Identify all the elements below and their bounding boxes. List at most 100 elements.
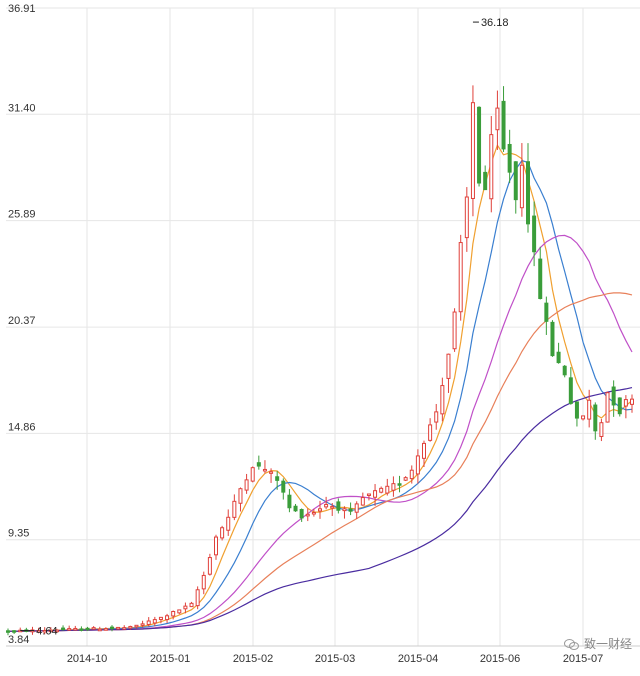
candle bbox=[171, 610, 176, 620]
candle bbox=[544, 296, 549, 335]
candle bbox=[434, 403, 439, 430]
candle bbox=[366, 493, 371, 501]
y-tick-label: 9.35 bbox=[8, 528, 29, 540]
candle bbox=[483, 165, 488, 191]
candle bbox=[562, 364, 567, 378]
candle bbox=[495, 90, 500, 150]
candle bbox=[409, 465, 414, 484]
watermark: 致一财经 bbox=[563, 635, 632, 652]
candle bbox=[342, 506, 347, 519]
candle bbox=[318, 500, 322, 519]
candle bbox=[232, 494, 237, 521]
candle-body bbox=[415, 455, 420, 475]
candle-body bbox=[61, 627, 66, 631]
candle bbox=[470, 85, 475, 217]
candle-body bbox=[177, 609, 182, 614]
grid bbox=[6, 7, 640, 647]
candle-body bbox=[519, 164, 524, 209]
candle bbox=[201, 571, 206, 595]
candle-body bbox=[587, 399, 592, 420]
candle-body bbox=[562, 365, 567, 376]
candle bbox=[12, 630, 17, 634]
candle-body bbox=[12, 630, 17, 633]
y-tick-label: 31.40 bbox=[8, 102, 36, 114]
candle-body bbox=[189, 602, 194, 608]
candle-body bbox=[391, 483, 396, 491]
candle bbox=[489, 116, 494, 213]
candle bbox=[630, 394, 634, 413]
x-axis: 2014-10 2015-01 2015-02 2015-03 2015-04 2015-… bbox=[67, 653, 603, 665]
candle-body bbox=[623, 399, 628, 407]
candle bbox=[275, 471, 280, 490]
candle bbox=[189, 601, 194, 608]
candle bbox=[128, 625, 133, 630]
candle-body bbox=[42, 629, 47, 633]
candle bbox=[391, 476, 396, 497]
candle bbox=[91, 626, 96, 630]
candle bbox=[207, 553, 212, 576]
candle-body bbox=[311, 511, 316, 515]
candle-body bbox=[73, 627, 78, 631]
candle-body bbox=[464, 196, 469, 239]
ma-line bbox=[7, 159, 633, 632]
candle-body bbox=[385, 485, 390, 494]
candle bbox=[324, 496, 329, 510]
candle-body bbox=[617, 397, 622, 415]
candle-body bbox=[97, 628, 102, 632]
candle bbox=[440, 377, 445, 422]
candle-body bbox=[79, 628, 84, 631]
candle-body bbox=[158, 616, 163, 620]
candle-body bbox=[348, 508, 353, 512]
candle-body bbox=[452, 311, 457, 350]
candle-body bbox=[501, 100, 506, 150]
y-tick-label: 3.84 bbox=[8, 634, 29, 646]
max-annotation: 36.18 bbox=[481, 17, 509, 29]
candle-body bbox=[526, 161, 530, 225]
candle bbox=[538, 246, 543, 300]
candle-body bbox=[91, 627, 96, 630]
candle-body bbox=[379, 487, 384, 493]
candle bbox=[226, 509, 231, 536]
candle-body bbox=[599, 422, 604, 437]
candle bbox=[183, 602, 188, 614]
candle-body bbox=[250, 467, 255, 482]
candle-body bbox=[574, 401, 579, 419]
candle bbox=[501, 86, 506, 152]
candle-body bbox=[532, 215, 537, 253]
candle bbox=[122, 625, 127, 630]
candle bbox=[262, 460, 267, 474]
candle-body bbox=[409, 469, 414, 480]
candle bbox=[550, 320, 555, 357]
candle bbox=[519, 143, 524, 217]
candle bbox=[379, 486, 384, 494]
y-axis: 36.91 31.40 25.89 20.37 14.86 9.35 3.84 bbox=[8, 3, 36, 646]
candle bbox=[513, 161, 518, 214]
candle-body bbox=[244, 479, 249, 491]
candle-body bbox=[495, 107, 500, 131]
candle-body bbox=[238, 488, 243, 504]
candle bbox=[256, 455, 261, 470]
candle bbox=[134, 624, 139, 629]
candle-body bbox=[513, 161, 518, 201]
candle bbox=[403, 476, 408, 482]
candle bbox=[574, 401, 579, 427]
candle-body bbox=[262, 468, 267, 472]
candle bbox=[61, 625, 66, 631]
candle bbox=[623, 395, 628, 419]
candle-body bbox=[556, 351, 561, 364]
ma-line bbox=[7, 143, 633, 632]
y-tick-label: 14.86 bbox=[8, 421, 36, 433]
candle bbox=[336, 498, 341, 514]
candle-body bbox=[330, 505, 335, 509]
candle-body bbox=[568, 377, 573, 404]
candle-body bbox=[67, 628, 72, 631]
candle-body bbox=[110, 626, 114, 630]
candle-body bbox=[287, 494, 292, 509]
candle bbox=[299, 508, 304, 522]
candle-body bbox=[128, 625, 133, 629]
candle bbox=[397, 475, 402, 493]
candle bbox=[195, 586, 200, 610]
candle-body bbox=[336, 501, 341, 511]
candle-body bbox=[122, 627, 127, 630]
